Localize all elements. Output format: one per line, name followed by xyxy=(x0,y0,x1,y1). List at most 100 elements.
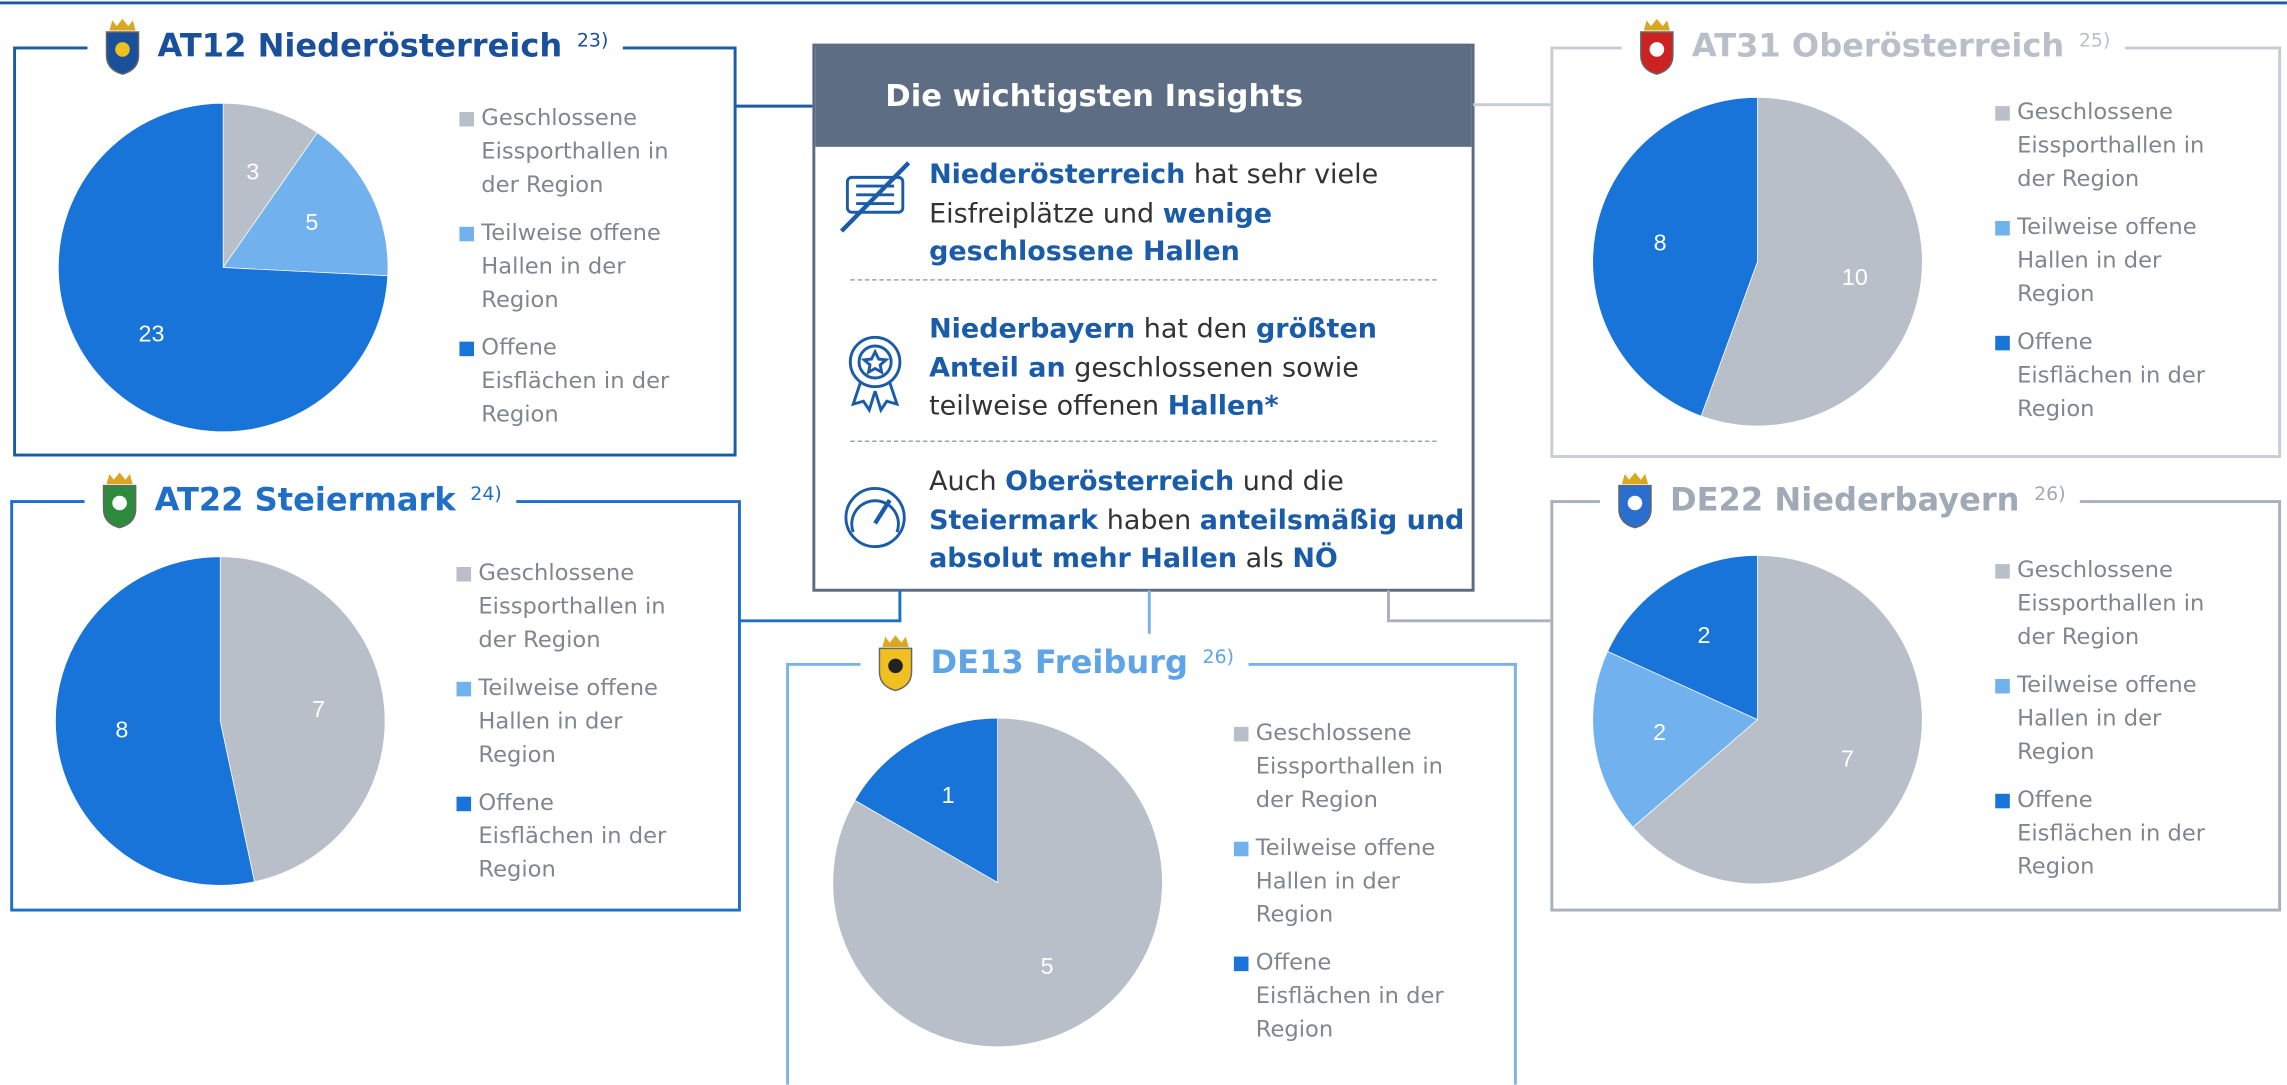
legend-swatch xyxy=(1995,106,2010,121)
legend-label: Teilweise offene Hallen in der Region xyxy=(481,219,661,313)
chart-title: AT22 Steiermark 24) xyxy=(84,471,517,530)
insight-part: Hallen* xyxy=(1167,391,1279,422)
chart-title-text: AT31 Oberösterreich xyxy=(1691,28,2065,65)
legend-label: Geschlossene Eissporthallen in der Regio… xyxy=(1255,719,1444,813)
crest-detail xyxy=(1649,42,1665,57)
legend-swatch xyxy=(456,566,472,582)
legend-item: Teilweise offene Hallen in der Region xyxy=(1995,211,2214,311)
legend-swatch xyxy=(1233,726,1249,742)
insights-box: Die wichtigsten Insights Niederösterreic… xyxy=(812,43,1475,592)
chart-title: AT31 Oberösterreich 25) xyxy=(1621,17,2125,76)
legend-swatch xyxy=(1995,793,2010,809)
legend-swatch xyxy=(1995,220,2010,236)
legend-label: Offene Eisflächen in der Region xyxy=(2017,328,2206,422)
footnote: 26) xyxy=(2034,483,2066,506)
crest-detail xyxy=(112,495,127,511)
crest-crown xyxy=(106,472,133,485)
legend-label: Offene Eisflächen in der Region xyxy=(481,334,670,428)
legend: Geschlossene Eissporthallen in der Regio… xyxy=(456,557,676,902)
legend-item: Offene Eisflächen in der Region xyxy=(459,331,678,431)
legend-item: Offene Eisflächen in der Region xyxy=(1995,784,2214,884)
legend-swatch xyxy=(1233,956,1249,972)
chart-title-text: DE13 Freiburg xyxy=(930,644,1188,682)
crest-icon xyxy=(105,18,140,75)
chart-title-text: DE22 Niederbayern xyxy=(1669,481,2020,519)
legend: Geschlossene Eissporthallen in der Regio… xyxy=(1233,717,1453,1062)
footnote: 24) xyxy=(470,483,502,506)
data-label: 8 xyxy=(1654,230,1667,256)
crest-icon xyxy=(878,635,913,692)
data-label: 7 xyxy=(1841,746,1854,772)
insight-icons xyxy=(839,161,911,549)
pie-slice xyxy=(222,132,389,277)
legend-label: Offene Eisflächen in der Region xyxy=(1255,949,1444,1043)
insight-part: anteilsmäßig und absolut mehr Hallen xyxy=(929,505,1465,575)
top-rule xyxy=(0,1,2287,5)
chart-title-text: AT12 Niederösterreich xyxy=(157,28,563,65)
data-label: 2 xyxy=(1698,622,1711,648)
crest-crown xyxy=(1643,18,1670,31)
insight-part: Niederösterreich xyxy=(929,159,1186,191)
crest-crown xyxy=(882,635,909,647)
legend: Geschlossene Eissporthallen in der Regio… xyxy=(1995,96,2214,441)
legend-item: Teilweise offene Hallen in der Region xyxy=(459,217,678,317)
pie-slice xyxy=(222,102,318,269)
pie-slice xyxy=(55,556,255,886)
data-label: 23 xyxy=(139,321,165,347)
legend-swatch xyxy=(459,341,475,357)
legend-item: Offene Eisflächen in der Region xyxy=(1995,326,2214,426)
legend-label: Teilweise offene Hallen in der Region xyxy=(478,674,658,768)
insight-text: Niederbayern hat den größten Anteil an g… xyxy=(929,311,1472,427)
crest-crown xyxy=(109,18,136,31)
separator xyxy=(850,279,1437,281)
legend-label: Geschlossene Eissporthallen in der Regio… xyxy=(478,559,666,653)
legend-label: Teilweise offene Hallen in der Region xyxy=(2017,213,2197,307)
data-label: 2 xyxy=(1653,719,1666,745)
insight-part: Auch xyxy=(929,466,1006,498)
data-label: 1 xyxy=(942,782,955,808)
insight-text: Auch Oberösterreich und die Steiermark h… xyxy=(929,464,1472,580)
data-label: 8 xyxy=(115,717,128,743)
legend: Geschlossene Eissporthallen in der Regio… xyxy=(459,102,678,447)
legend-item: Geschlossene Eissporthallen in der Regio… xyxy=(459,102,678,202)
insight-part: hat den xyxy=(1135,314,1256,345)
pie-slice xyxy=(219,556,386,883)
legend-swatch xyxy=(456,681,472,697)
legend-swatch xyxy=(1995,678,2010,694)
legend-swatch xyxy=(1233,841,1249,857)
legend-label: Geschlossene Eissporthallen in der Regio… xyxy=(2017,98,2205,192)
legend-item: Offene Eisflächen in der Region xyxy=(1233,946,1453,1046)
legend-label: Offene Eisflächen in der Region xyxy=(2017,786,2206,880)
legend-label: Geschlossene Eissporthallen in der Regio… xyxy=(481,104,669,198)
legend-label: Offene Eisflächen in der Region xyxy=(478,789,667,883)
legend-swatch xyxy=(1995,335,2010,351)
legend-item: Offene Eisflächen in der Region xyxy=(456,787,676,887)
legend-item: Teilweise offene Hallen in der Region xyxy=(456,672,676,772)
legend-item: Geschlossene Eissporthallen in der Regio… xyxy=(1995,96,2214,196)
legend-swatch xyxy=(459,226,475,242)
legend-item: Teilweise offene Hallen in der Region xyxy=(1995,669,2214,769)
legend-item: Teilweise offene Hallen in der Region xyxy=(1233,832,1453,932)
chart-title-text: AT22 Steiermark xyxy=(154,481,456,519)
legend-label: Geschlossene Eissporthallen in der Regio… xyxy=(2017,556,2205,650)
legend-swatch xyxy=(456,796,472,812)
crest-icon xyxy=(1618,472,1652,529)
connector xyxy=(739,590,902,623)
pie-slice xyxy=(854,717,998,884)
chart-title: DE22 Niederbayern 26) xyxy=(1599,471,2081,530)
pie-slice xyxy=(832,717,1163,1048)
connector xyxy=(1387,590,1551,623)
data-label: 7 xyxy=(312,696,325,722)
legend-swatch xyxy=(1995,564,2010,579)
footnote: 26) xyxy=(1202,646,1235,669)
pie-slice xyxy=(1592,650,1759,828)
data-label: 10 xyxy=(1842,264,1868,290)
footnote: 23) xyxy=(576,29,609,52)
insight-part: als xyxy=(1237,543,1293,575)
legend-item: Geschlossene Eissporthallen in der Regio… xyxy=(456,557,676,657)
chart-title: DE13 Freiburg 26) xyxy=(860,633,1249,693)
pie-slice xyxy=(1700,97,1923,427)
